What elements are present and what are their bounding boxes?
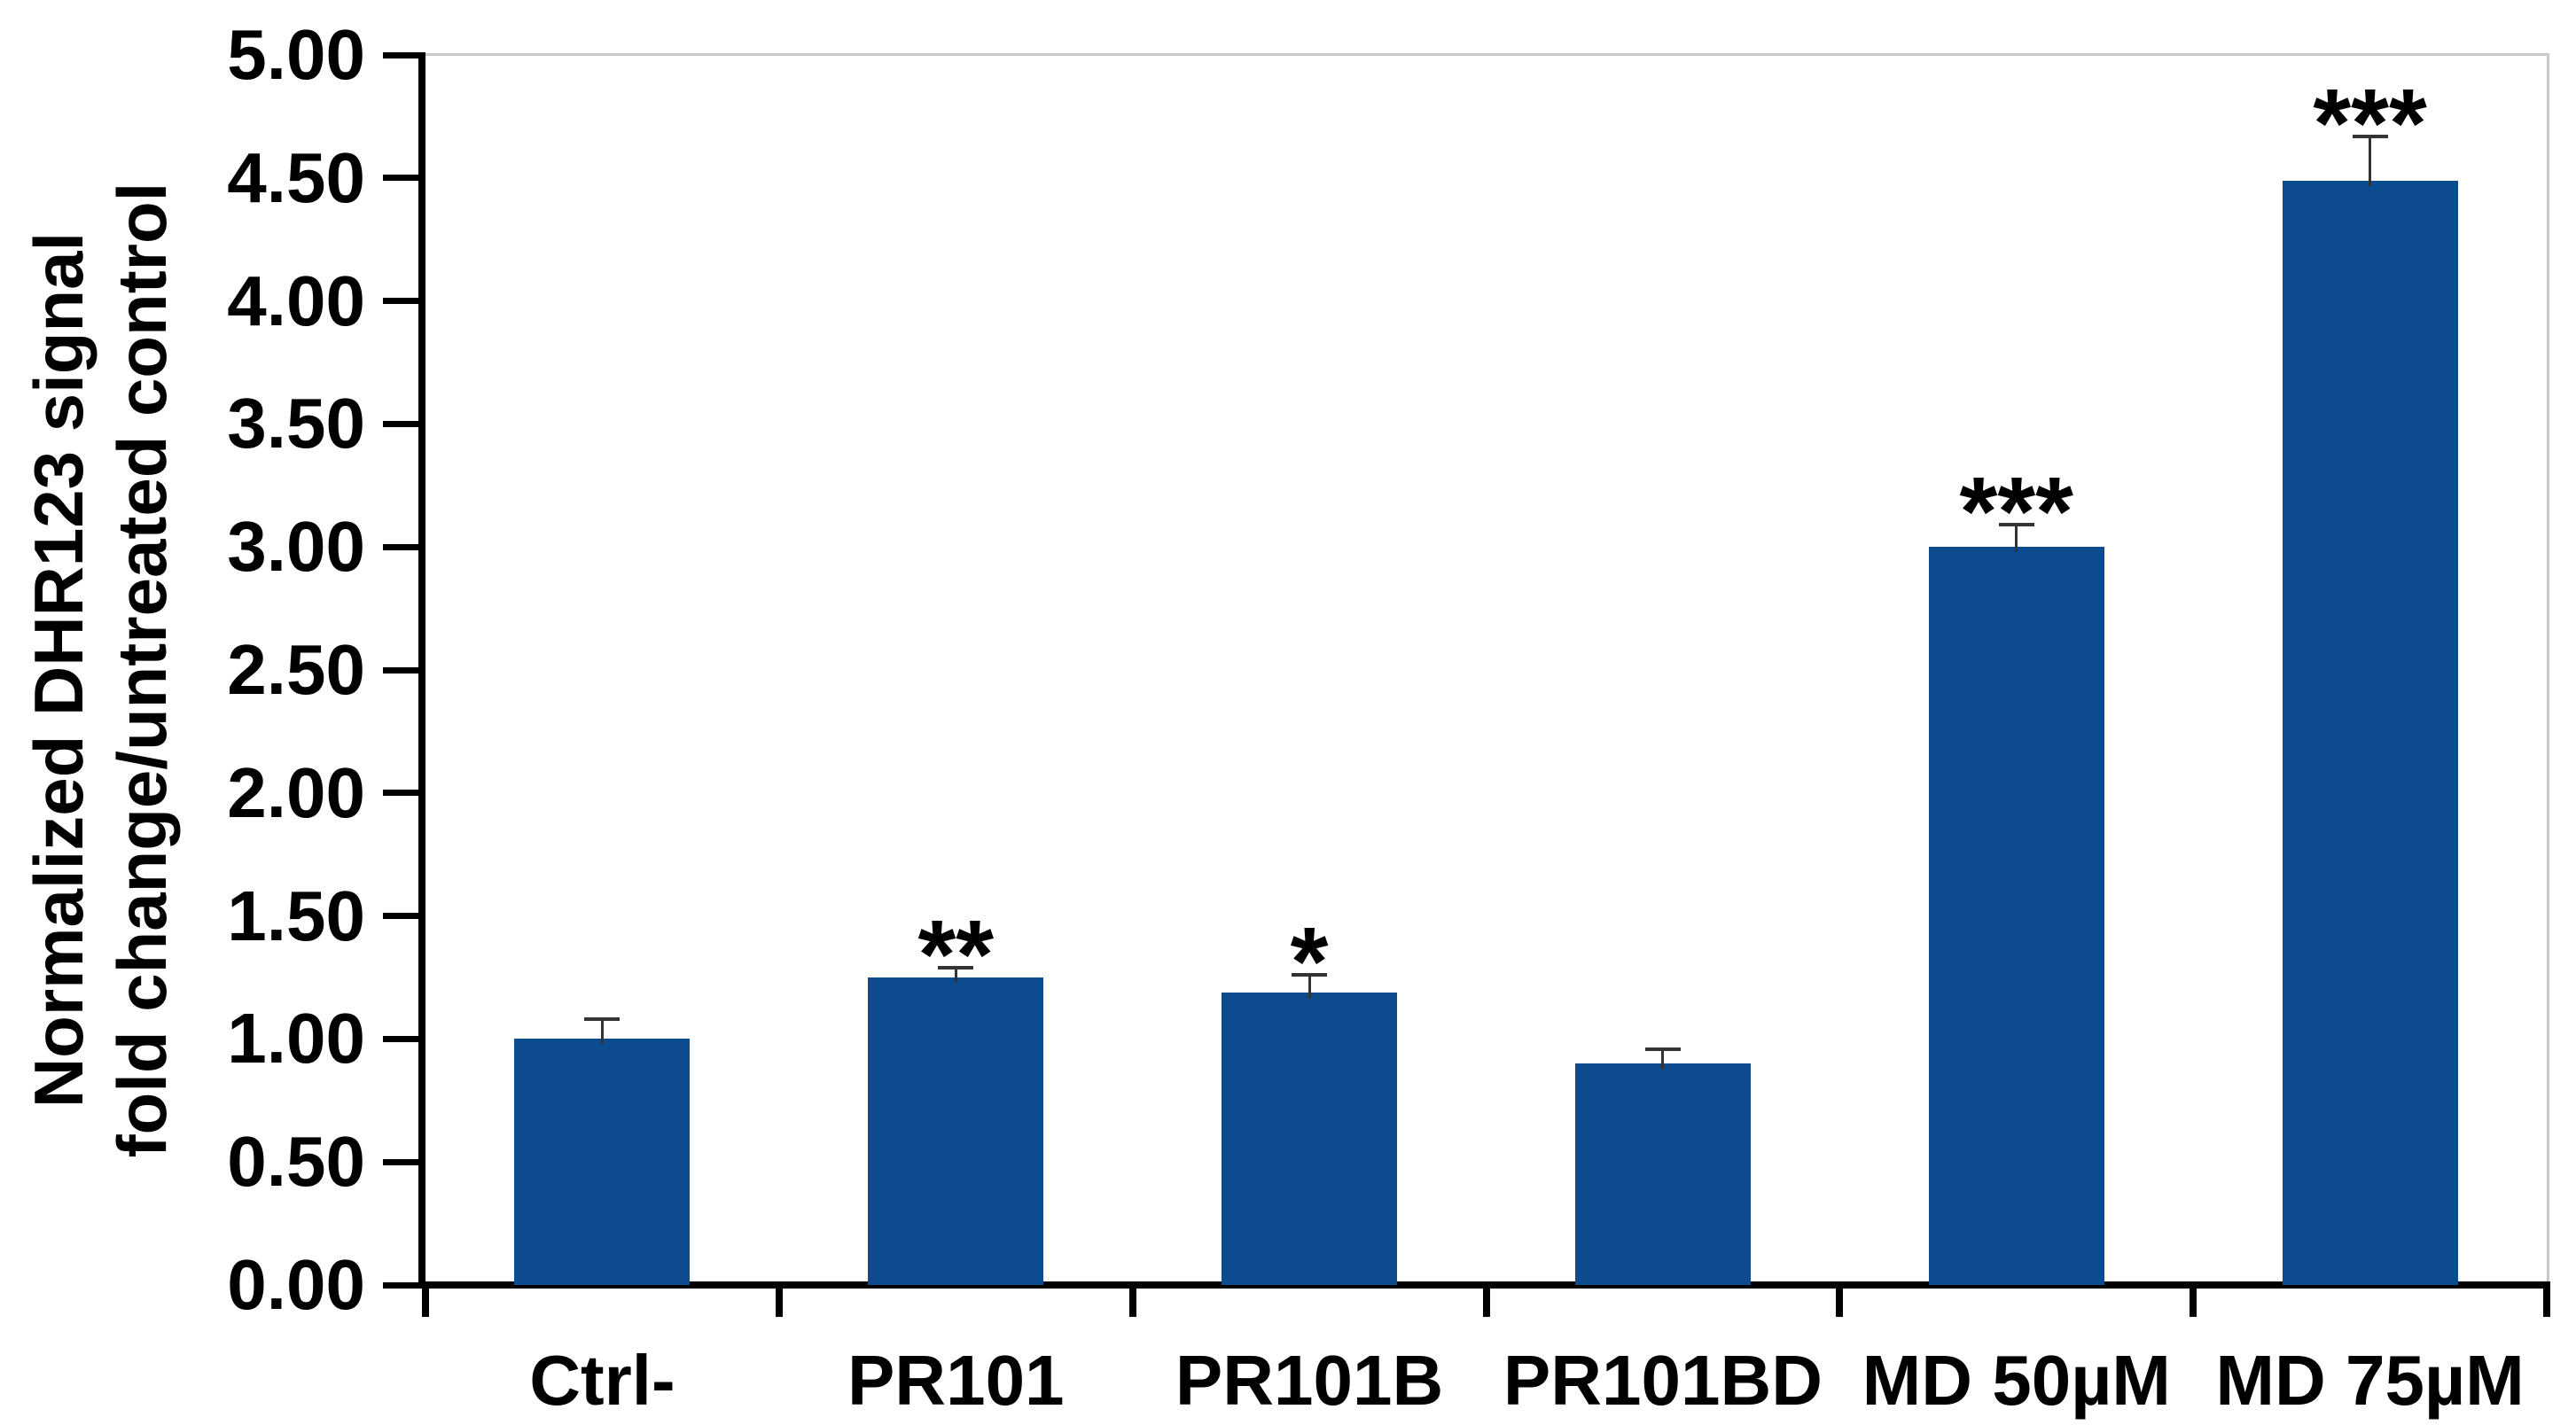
error-bar-cap-md-50um — [1998, 523, 2034, 527]
y-axis-tick-label: 2.00 — [227, 752, 365, 832]
x-axis-category-label-ctrl: Ctrl- — [529, 1341, 675, 1420]
significance-pr101: ** — [917, 899, 995, 1009]
y-axis-tick-label: 1.50 — [227, 876, 365, 955]
significance-md-50um: *** — [1959, 457, 2073, 567]
error-bar-cap-pr101 — [938, 965, 974, 969]
error-bar-md-75um — [2369, 136, 2372, 186]
x-axis-category-label-pr101bd: PR101BD — [1503, 1341, 1823, 1420]
x-axis-tick — [775, 1285, 783, 1317]
y-axis-line — [418, 52, 425, 1289]
x-axis-category-label-md-75um: MD 75µM — [2215, 1341, 2525, 1420]
x-axis-tick — [2543, 1285, 2550, 1317]
y-axis-tick — [383, 51, 418, 58]
bar-pr101bd — [1574, 1063, 1751, 1285]
significance-md-75um: *** — [2313, 68, 2427, 178]
y-axis-tick — [383, 1158, 418, 1165]
error-bar-pr101bd — [1661, 1048, 1665, 1070]
x-axis-category-label-pr101b: PR101B — [1175, 1341, 1444, 1420]
error-bar-pr101 — [954, 967, 957, 983]
y-axis-tick-label: 0.00 — [227, 1245, 365, 1324]
x-axis-tick — [1128, 1285, 1136, 1317]
y-axis-title-line2: fold change/untreated control — [103, 182, 181, 1158]
y-axis-tick-label: 4.50 — [227, 137, 365, 217]
y-axis-tick-label: 3.50 — [227, 384, 365, 463]
error-bar-cap-pr101bd — [1644, 1047, 1681, 1051]
error-bar-cap-pr101b — [1292, 973, 1328, 977]
bar-ctrl — [514, 1039, 691, 1285]
significance-pr101b: * — [1290, 907, 1329, 1017]
y-axis-tick-label: 1.00 — [227, 999, 365, 1078]
x-axis-tick — [1836, 1285, 1844, 1317]
y-axis-tick-label: 2.50 — [227, 630, 365, 709]
x-axis-category-label-md-50um: MD 50µM — [1862, 1341, 2171, 1420]
bar-pr101 — [868, 977, 1044, 1285]
bar-md-50um — [1928, 547, 2104, 1285]
y-axis-tick — [383, 175, 418, 182]
y-axis-tick — [383, 543, 418, 550]
y-axis-title-line1: Normalized DHR123 signal — [20, 231, 98, 1109]
y-axis-tick — [383, 420, 418, 427]
x-axis-category-label-pr101: PR101 — [847, 1341, 1065, 1420]
y-axis-tick-label: 4.00 — [227, 261, 365, 340]
bar-pr101b — [1222, 992, 1398, 1285]
y-axis-tick-label: 5.00 — [227, 15, 365, 94]
y-axis-tick — [383, 1281, 418, 1289]
x-axis-tick — [422, 1285, 429, 1317]
y-axis-tick — [383, 298, 418, 305]
y-axis-tick-label: 0.50 — [227, 1122, 365, 1202]
bar-md-75um — [2282, 180, 2458, 1285]
plot-border-top — [425, 53, 2549, 56]
x-axis-tick — [2190, 1285, 2197, 1317]
error-bar-cap-md-75um — [2352, 134, 2388, 138]
plot-border-right — [2547, 53, 2549, 1289]
error-bar-md-50um — [2015, 525, 2018, 553]
x-axis-tick — [1482, 1285, 1490, 1317]
error-bar-pr101b — [1308, 975, 1311, 998]
error-bar-cap-ctrl — [584, 1017, 621, 1022]
y-axis-tick — [383, 666, 418, 674]
y-axis-tick — [383, 790, 418, 797]
y-axis-tick-label: 3.00 — [227, 507, 365, 587]
y-axis-tick — [383, 1035, 418, 1042]
y-axis-tick — [383, 913, 418, 920]
y-axis-title: Normalized DHR123 signal fold change/unt… — [17, 23, 185, 1317]
error-bar-ctrl — [600, 1019, 604, 1045]
